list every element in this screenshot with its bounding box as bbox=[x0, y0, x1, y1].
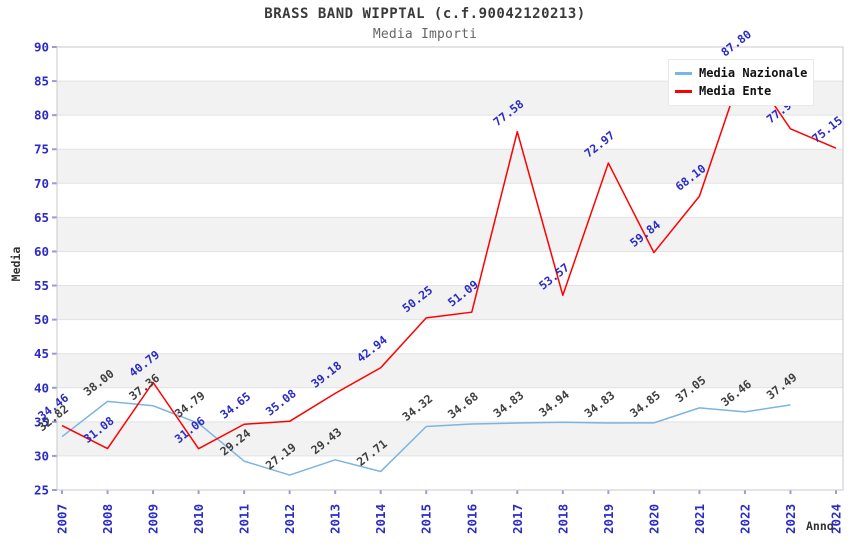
x-tick-label: 2008 bbox=[100, 504, 115, 534]
x-tick-label: 2015 bbox=[419, 504, 434, 534]
y-tick-label: 40 bbox=[34, 380, 49, 395]
y-tick-label: 50 bbox=[34, 312, 49, 327]
x-tick-label: 2014 bbox=[373, 504, 388, 534]
plot-area bbox=[56, 46, 844, 491]
x-tick-label: 2010 bbox=[191, 504, 206, 534]
y-tick-label: 55 bbox=[34, 278, 49, 293]
legend-item-media-ente: Media Ente bbox=[675, 82, 813, 100]
x-tick-label: 2017 bbox=[510, 504, 525, 534]
grid-band bbox=[57, 455, 843, 490]
grid-band bbox=[57, 421, 843, 456]
y-tick-label: 25 bbox=[34, 483, 49, 498]
y-tick-label: 65 bbox=[34, 210, 49, 225]
x-tick-label: 2021 bbox=[692, 504, 707, 534]
grid-band bbox=[57, 149, 843, 184]
legend-label: Media Ente bbox=[699, 84, 772, 98]
x-tick-label: 2018 bbox=[555, 504, 570, 534]
x-tick-label: 2007 bbox=[55, 504, 70, 534]
x-tick-label: 2024 bbox=[829, 504, 844, 534]
x-tick-label: 2023 bbox=[783, 504, 798, 534]
x-tick-label: 2019 bbox=[601, 504, 616, 534]
x-tick-label: 2013 bbox=[328, 504, 343, 534]
x-axis-title: Anno bbox=[806, 519, 834, 533]
y-tick-label: 90 bbox=[34, 40, 49, 55]
grid-band bbox=[57, 217, 843, 252]
chart-title: BRASS BAND WIPPTAL (c.f.90042120213) bbox=[264, 6, 586, 22]
x-tick-label: 2009 bbox=[146, 504, 161, 534]
y-tick-label: 85 bbox=[34, 74, 49, 89]
y-tick-label: 35 bbox=[34, 414, 49, 429]
grid-band bbox=[57, 387, 843, 422]
y-tick-label: 70 bbox=[34, 176, 49, 191]
grid-band bbox=[57, 353, 843, 388]
grid-band bbox=[57, 115, 843, 150]
legend-swatch-media-ente-icon bbox=[675, 89, 692, 93]
x-tick-label: 2012 bbox=[282, 504, 297, 534]
grid-band bbox=[57, 183, 843, 218]
x-tick-label: 2016 bbox=[464, 504, 479, 534]
y-tick-label: 75 bbox=[34, 142, 49, 157]
grid-band bbox=[57, 319, 843, 354]
series-line-media-ente bbox=[61, 61, 837, 450]
y-tick-label: 60 bbox=[34, 244, 49, 259]
x-tick-label: 2020 bbox=[646, 504, 661, 534]
legend: Media Nazionale Media Ente bbox=[668, 59, 814, 106]
y-axis-title: Media bbox=[9, 246, 23, 282]
y-tick-label: 80 bbox=[34, 108, 49, 123]
y-tick-label: 30 bbox=[34, 448, 49, 463]
y-tick-label: 45 bbox=[34, 346, 49, 361]
chart-subtitle: Media Importi bbox=[372, 27, 478, 42]
x-tick-label: 2022 bbox=[737, 504, 752, 534]
grid-band bbox=[57, 251, 843, 286]
x-tick-label: 2011 bbox=[237, 504, 252, 534]
legend-item-media-nazionale: Media Nazionale bbox=[675, 64, 813, 82]
grid-band bbox=[57, 285, 843, 320]
series-line-media-nazionale bbox=[61, 400, 791, 476]
legend-label: Media Nazionale bbox=[699, 66, 808, 80]
legend-swatch-media-nazionale-icon bbox=[675, 71, 692, 75]
